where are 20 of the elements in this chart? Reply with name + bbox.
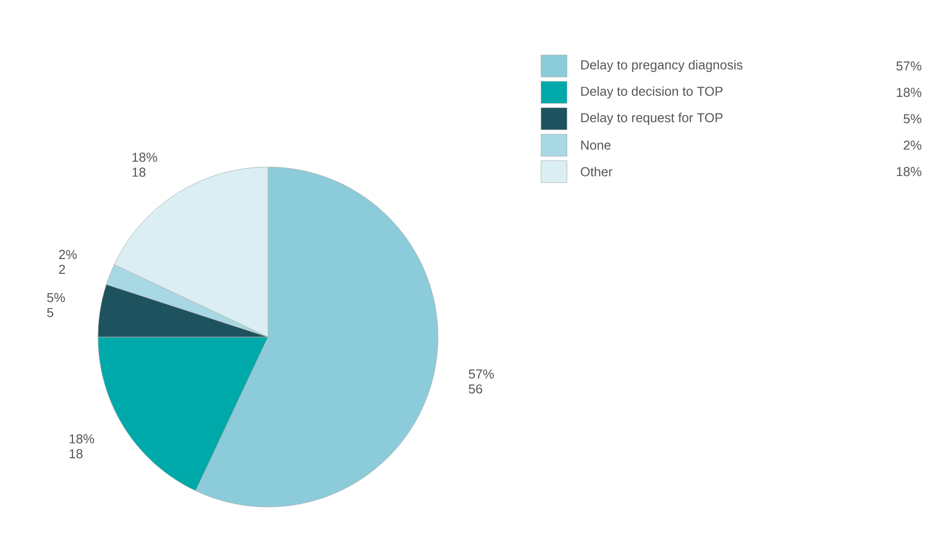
data-label: 18% bbox=[70, 434, 94, 444]
text: 57% bbox=[896, 61, 922, 71]
legend-label: Other bbox=[580, 166, 612, 176]
legend-label: Delay to decision to TOP bbox=[581, 86, 723, 98]
text: 56 bbox=[468, 384, 482, 394]
text: 2% bbox=[904, 140, 922, 150]
text: 5 bbox=[47, 308, 54, 318]
data-label: 57% bbox=[468, 369, 494, 379]
legend-label: None bbox=[581, 140, 611, 150]
text: 5% bbox=[904, 114, 922, 124]
data-label: 5% bbox=[47, 293, 65, 302]
text: 18% bbox=[896, 167, 922, 176]
text: 18 bbox=[132, 168, 146, 177]
data-label: 18% bbox=[132, 152, 158, 162]
text: 18% bbox=[896, 88, 922, 97]
legend-label: Delay to pregancy diagnosis bbox=[581, 60, 742, 72]
data-label: 2% bbox=[59, 250, 77, 260]
text: 18 bbox=[70, 449, 82, 458]
text: 2 bbox=[59, 264, 65, 274]
legend-label: Delay to request for TOP bbox=[581, 112, 723, 125]
